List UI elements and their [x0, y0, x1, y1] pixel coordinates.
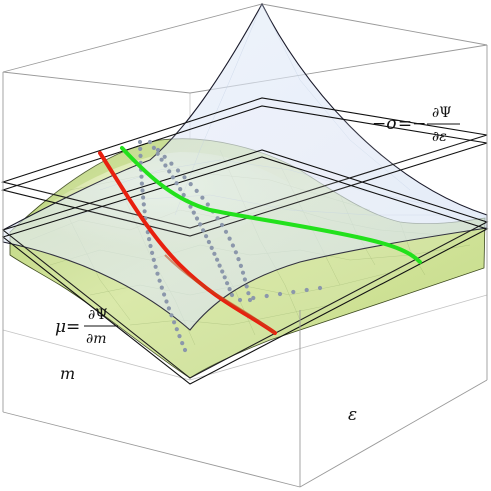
trajectory-dot: [247, 297, 253, 303]
trajectory-dot: [182, 347, 188, 353]
trajectory-dot: [201, 228, 206, 233]
trajectory-dot: [181, 192, 186, 198]
label-mu: μ= ∂Ψ ∂m: [55, 307, 118, 347]
trajectory-dot: [217, 263, 222, 268]
trajectory-dot: [188, 204, 193, 209]
trajectory-dot: [157, 278, 162, 283]
trajectory-dot: [212, 251, 217, 256]
trajectory-dot: [227, 236, 232, 241]
trajectory-dot: [138, 146, 143, 151]
trajectory-dot: [244, 284, 249, 289]
trajectory-dot: [141, 195, 146, 200]
trajectory-dot: [223, 229, 229, 234]
trajectory-dot: [162, 154, 167, 159]
trajectory-dot: [317, 285, 323, 291]
bounding-box-front: [2, 45, 488, 488]
trajectory-dot: [236, 257, 241, 262]
sigma-lhs: −σ=−: [372, 114, 426, 134]
trajectory-dot: [163, 163, 168, 168]
trajectory-dot: [198, 222, 203, 227]
trajectory-dot: [194, 216, 200, 221]
trajectory-dot: [174, 327, 179, 332]
trajectory-dot: [141, 202, 146, 207]
trajectory-dot: [169, 161, 174, 166]
trajectory-dot: [155, 271, 160, 276]
green-curve: [120, 146, 422, 264]
trajectory-dot: [155, 147, 161, 153]
trajectory-dot: [206, 239, 211, 245]
trajectory-dot: [180, 341, 185, 346]
mu-numerator: ∂Ψ: [88, 307, 108, 323]
trajectory-dot: [227, 287, 232, 292]
trajectory-dot: [142, 209, 147, 214]
trajectory-dot: [209, 245, 214, 250]
trajectory-dot: [222, 275, 227, 280]
trajectory-dot: [147, 237, 152, 242]
trajectory-dot: [219, 222, 225, 228]
trajectory-dot: [139, 181, 144, 186]
trajectory-dot: [225, 281, 230, 286]
trajectory-dot: [191, 210, 196, 215]
trajectory-dot: [291, 289, 296, 295]
trajectory-dot: [237, 297, 243, 303]
red-curve: [98, 151, 277, 335]
trajectory-dot: [151, 145, 156, 150]
plane-lower: [1, 149, 489, 385]
axis-label-epsilon: ε: [348, 405, 357, 425]
mu-denominator: ∂m: [86, 331, 107, 347]
trajectory-dot: [229, 292, 235, 298]
trajectory-dot: [164, 299, 169, 304]
trajectory-dot: [172, 320, 177, 325]
trajectory-dot: [194, 188, 199, 193]
trajectory-dot: [159, 285, 164, 290]
trajectory-dot: [215, 216, 220, 221]
trajectory-dot: [251, 295, 256, 301]
trajectory-dot: [230, 243, 235, 248]
trajectory-dot: [182, 175, 187, 180]
sigma-numerator: ∂Ψ: [432, 105, 452, 121]
label-sigma: −σ=− ∂Ψ ∂ε: [372, 105, 460, 145]
trajectory-dot: [242, 277, 247, 282]
trajectory-dot: [215, 257, 220, 262]
trajectory-dot: [153, 264, 158, 269]
trajectory-dot: [167, 169, 172, 174]
trajectory-dot: [138, 153, 143, 158]
trajectory-dot: [166, 306, 171, 311]
trajectory-dot: [155, 151, 160, 156]
trajectory-dot: [246, 291, 251, 296]
trajectory-dot: [148, 243, 153, 249]
trajectory-dot: [159, 157, 164, 162]
trajectory-dot: [177, 334, 182, 339]
trajectory-dot: [174, 181, 179, 186]
trajectory-dot: [162, 292, 167, 297]
mu-lhs: μ=: [55, 317, 80, 337]
trajectory-dot: [147, 139, 153, 145]
trajectory-dot: [150, 250, 155, 255]
trajectory-dot: [178, 187, 183, 192]
trajectory-dot: [169, 313, 174, 318]
trajectory-dot: [139, 174, 144, 179]
trajectory-dot: [240, 270, 246, 275]
axis-label-m: m: [60, 364, 75, 383]
trajectory-dot: [140, 188, 145, 193]
dotted-trajectories: [137, 139, 323, 353]
trajectory-dot: [137, 139, 143, 145]
trajectory-dot: [277, 291, 283, 297]
trajectory-dot: [238, 263, 243, 268]
red-curve-shadow: [164, 254, 276, 334]
trajectory-dot: [204, 234, 209, 239]
trajectory-dot: [220, 269, 225, 274]
trajectory-dot: [175, 168, 181, 173]
trajectory-dot: [304, 287, 309, 293]
trajectory-dot: [170, 175, 175, 180]
sigma-denominator: ∂ε: [432, 129, 447, 145]
trajectory-dot: [233, 250, 238, 255]
trajectory-dot: [264, 293, 269, 299]
trajectory-dot: [151, 257, 156, 262]
trajectory-dot: [200, 195, 205, 200]
trajectory-dot: [188, 182, 193, 187]
trajectory-dot: [205, 202, 210, 207]
